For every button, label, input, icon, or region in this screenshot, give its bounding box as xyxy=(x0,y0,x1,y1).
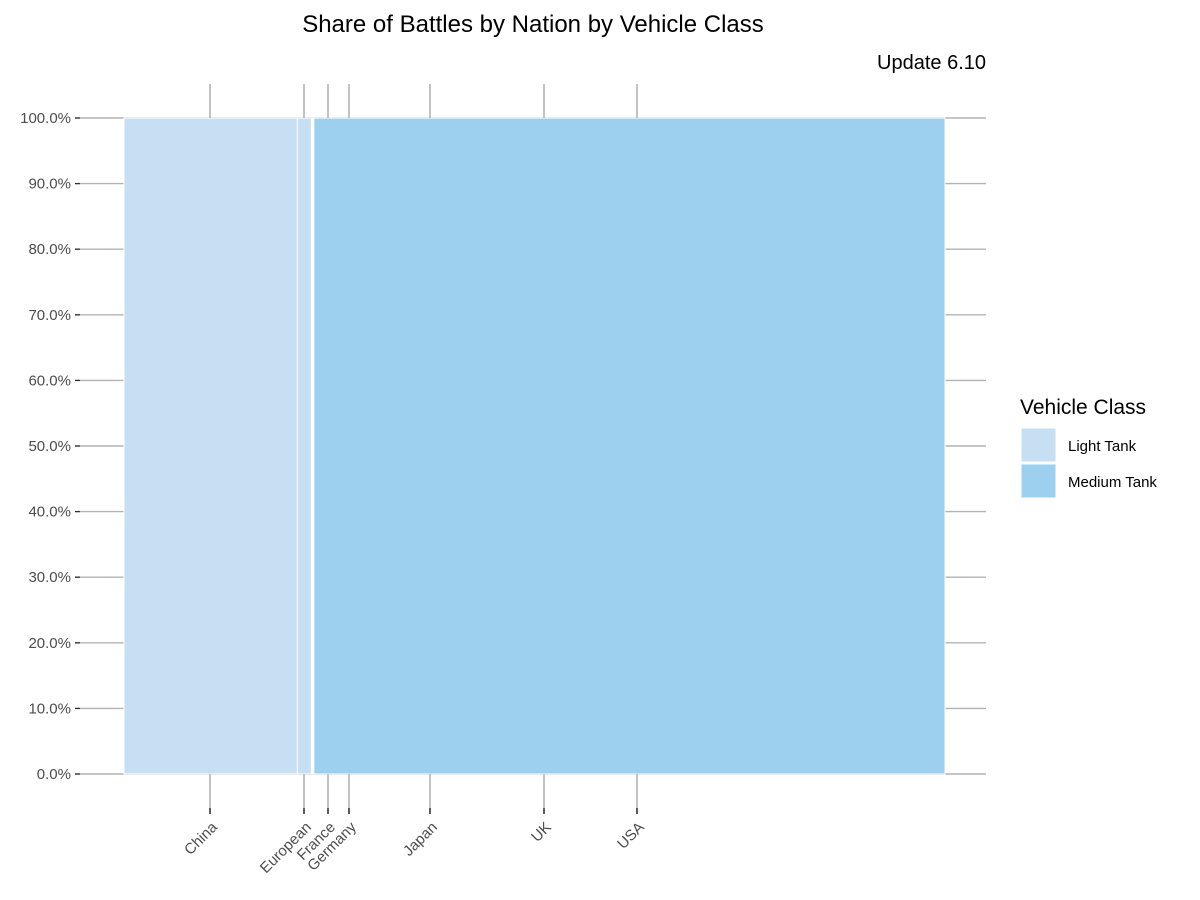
y-tick-label: 60.0% xyxy=(28,372,71,389)
legend-label: Medium Tank xyxy=(1068,474,1157,491)
x-tick-label: China xyxy=(181,818,221,858)
chart-title: Share of Battles by Nation by Vehicle Cl… xyxy=(302,11,764,38)
y-tick-label: 30.0% xyxy=(28,569,71,586)
legend-title: Vehicle Class xyxy=(1020,396,1146,419)
mosaic-tile xyxy=(123,117,298,775)
y-tick-label: 20.0% xyxy=(28,635,71,652)
legend-swatch xyxy=(1020,427,1057,463)
y-tick-label: 80.0% xyxy=(28,241,71,258)
mosaic-tile xyxy=(296,117,312,775)
plot-area xyxy=(123,117,946,775)
x-tick-label: UK xyxy=(528,819,555,846)
y-tick-label: 100.0% xyxy=(20,110,71,127)
y-tick-label: 50.0% xyxy=(28,438,71,455)
x-tick-label: Japan xyxy=(400,819,441,860)
y-tick-label: 40.0% xyxy=(28,504,71,521)
x-tick-label: USA xyxy=(614,819,648,853)
legend-swatch xyxy=(1020,463,1057,499)
y-tick-label: 90.0% xyxy=(28,176,71,193)
mosaic-tile xyxy=(313,117,946,775)
y-tick-label: 0.0% xyxy=(37,766,71,783)
y-tick-label: 70.0% xyxy=(28,307,71,324)
chart-subtitle: Update 6.10 xyxy=(877,52,986,74)
legend-label: Light Tank xyxy=(1068,438,1137,455)
legend: Vehicle Class Light Tank Medium Tank xyxy=(1020,396,1157,499)
y-tick-label: 10.0% xyxy=(28,700,71,717)
